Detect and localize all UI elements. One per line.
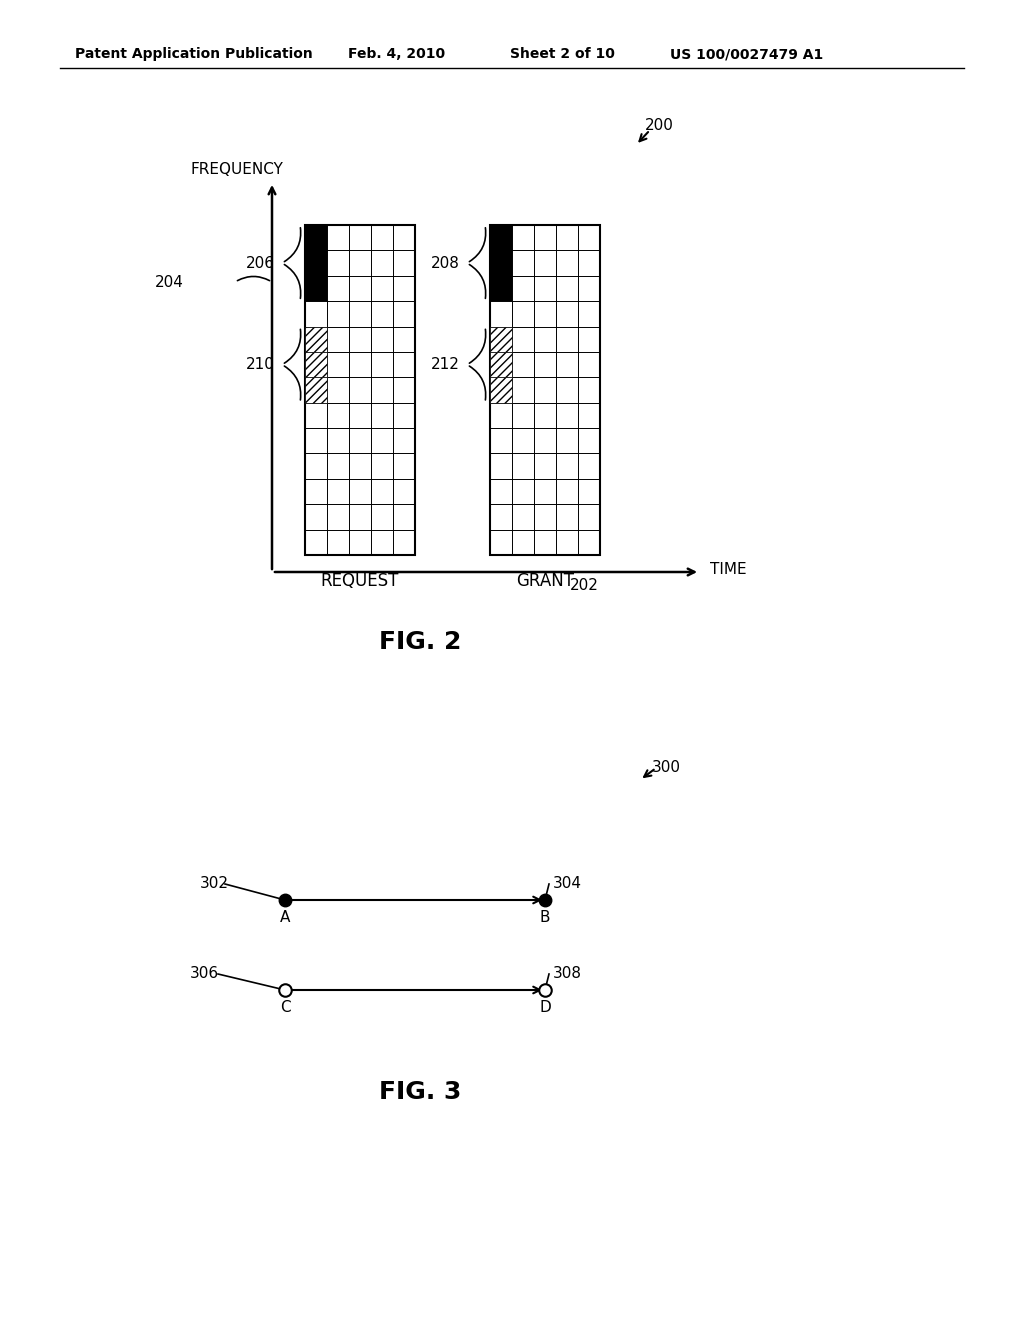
Text: US 100/0027479 A1: US 100/0027479 A1: [670, 48, 823, 61]
Text: 202: 202: [570, 578, 599, 593]
Text: 200: 200: [645, 117, 674, 133]
Text: B: B: [540, 909, 550, 925]
Text: 212: 212: [431, 358, 460, 372]
Bar: [305, 224, 415, 554]
Bar: [305, 224, 327, 251]
Text: FIG. 3: FIG. 3: [379, 1080, 461, 1104]
Text: 302: 302: [200, 876, 229, 891]
Bar: [490, 352, 512, 378]
Text: A: A: [280, 909, 290, 925]
Text: Feb. 4, 2010: Feb. 4, 2010: [348, 48, 445, 61]
Bar: [490, 224, 512, 251]
Bar: [490, 251, 512, 276]
Text: GRANT: GRANT: [516, 572, 574, 590]
Text: 304: 304: [553, 876, 582, 891]
Text: 206: 206: [246, 256, 275, 271]
Text: 306: 306: [190, 966, 219, 981]
Text: Patent Application Publication: Patent Application Publication: [75, 48, 312, 61]
Text: D: D: [539, 1001, 551, 1015]
Text: FREQUENCY: FREQUENCY: [190, 162, 283, 177]
Bar: [490, 378, 512, 403]
Text: Sheet 2 of 10: Sheet 2 of 10: [510, 48, 614, 61]
Bar: [490, 276, 512, 301]
Bar: [305, 326, 327, 352]
Text: TIME: TIME: [710, 562, 746, 577]
Bar: [490, 326, 512, 352]
Bar: [305, 251, 327, 276]
Text: 208: 208: [431, 256, 460, 271]
Bar: [305, 378, 327, 403]
Text: C: C: [280, 1001, 291, 1015]
Text: 300: 300: [652, 760, 681, 775]
Text: 210: 210: [246, 358, 275, 372]
Text: 204: 204: [155, 275, 184, 290]
Bar: [305, 276, 327, 301]
Bar: [305, 352, 327, 378]
Text: FIG. 2: FIG. 2: [379, 630, 461, 653]
Text: 308: 308: [553, 966, 582, 981]
Text: REQUEST: REQUEST: [321, 572, 399, 590]
Bar: [490, 224, 600, 554]
